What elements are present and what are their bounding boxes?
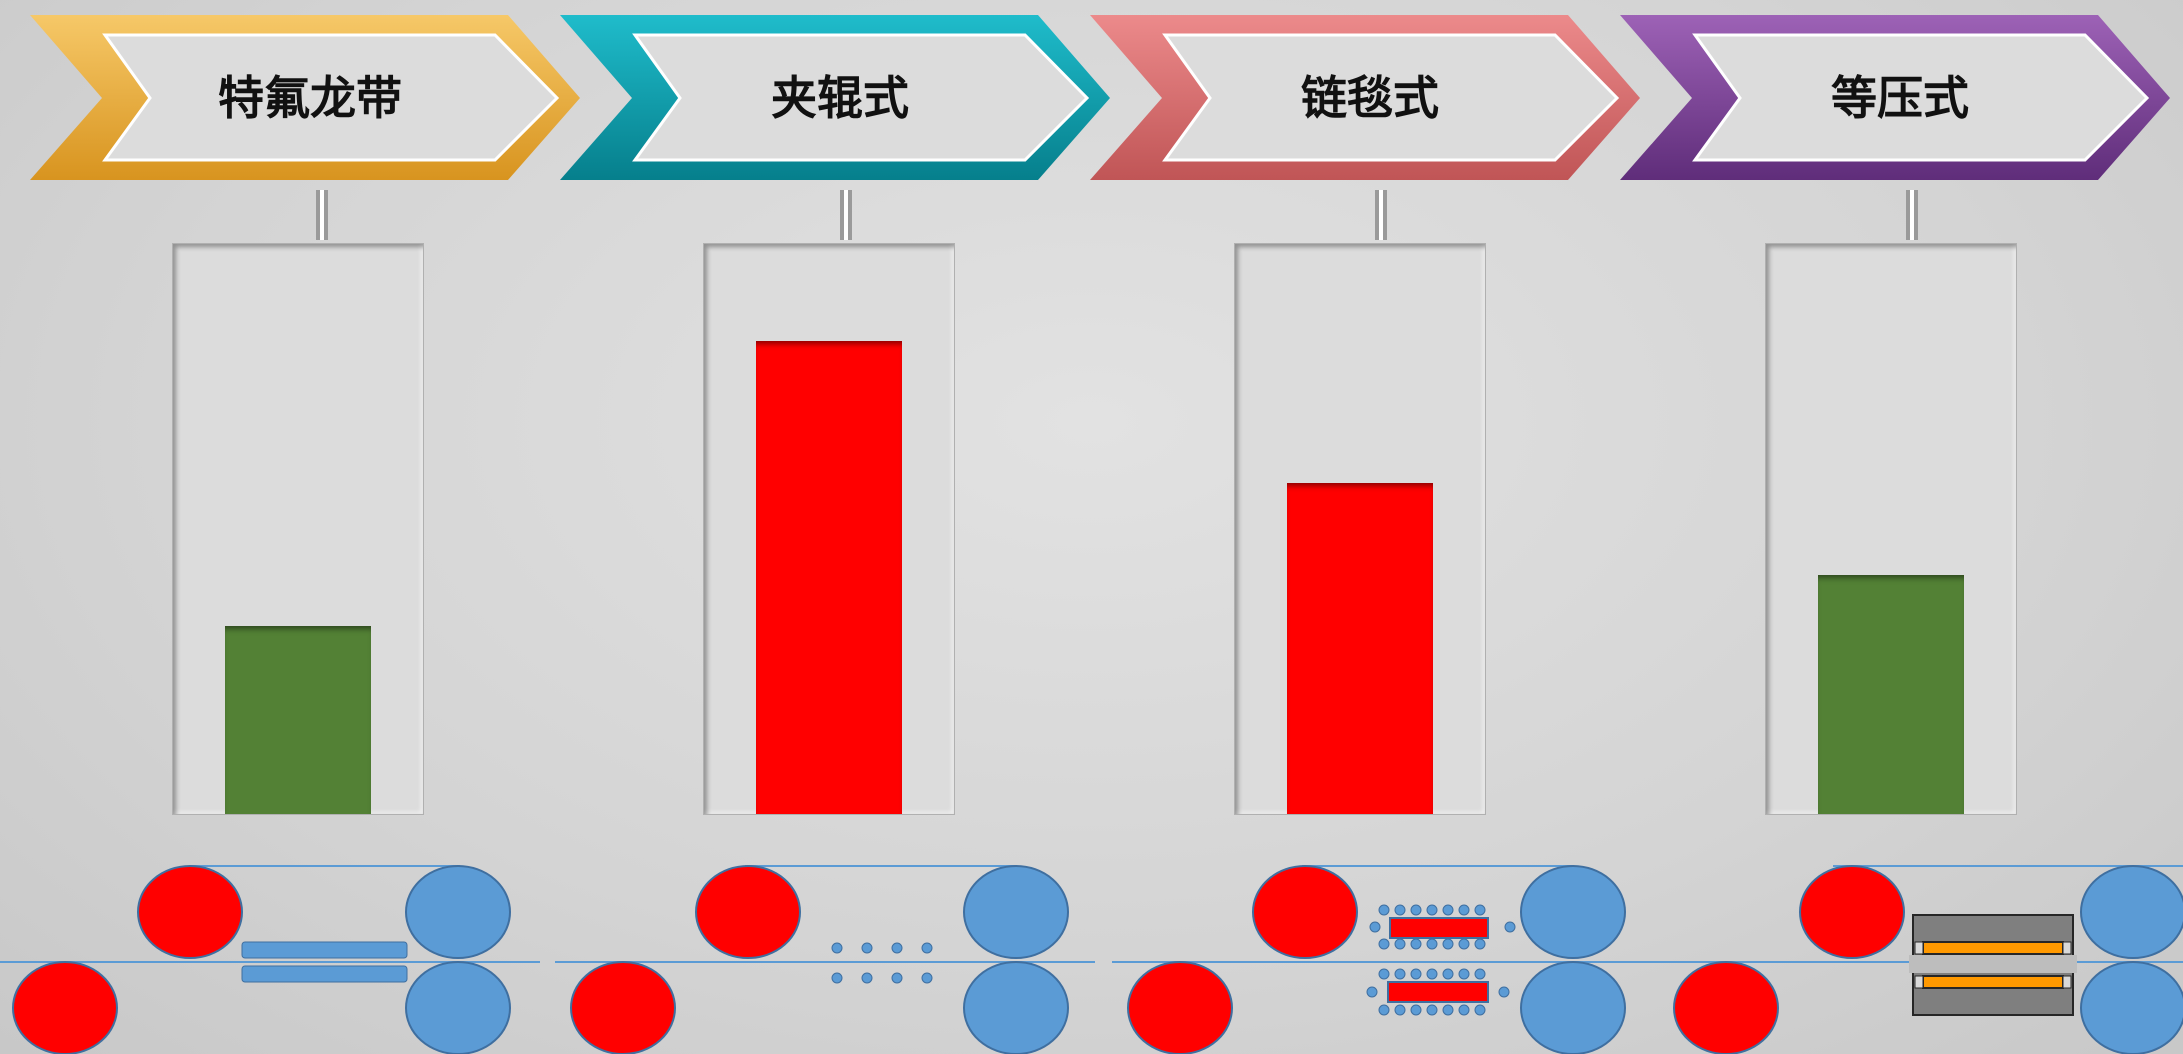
gauge-nip-roller xyxy=(703,243,955,815)
gauge-teflon-belt xyxy=(172,243,424,815)
method-label: 特氟龙带 xyxy=(218,71,402,125)
blue-roller-icon xyxy=(405,961,511,1054)
chevron-icon xyxy=(1620,15,2170,180)
step-arrow-isobaric: 等压式 xyxy=(1620,10,2170,180)
blue-roller-icon xyxy=(1520,961,1626,1054)
red-roller-icon xyxy=(137,865,243,959)
level-bar xyxy=(756,340,902,814)
red-roller-icon xyxy=(1127,961,1233,1054)
step-arrow-nip-roller: 夹辊式 xyxy=(560,10,1110,180)
isobaric-press-icon xyxy=(1909,914,2077,1016)
chain-blanket-illustration xyxy=(1112,865,1652,1054)
chevron-icon xyxy=(30,15,580,180)
level-bar xyxy=(1287,483,1433,814)
nip-roller-dots-icon xyxy=(831,942,933,984)
level-bar xyxy=(1818,574,1964,814)
connector-line xyxy=(840,190,852,240)
step-arrow-chain-blanket: 链毯式 xyxy=(1090,10,1640,180)
chevron-icon xyxy=(560,15,1110,180)
connector-line xyxy=(1906,190,1918,240)
level-bar xyxy=(225,625,371,814)
chain-blanket-top-icon xyxy=(1369,904,1516,950)
blue-roller-icon xyxy=(963,865,1069,959)
red-roller-icon xyxy=(12,961,118,1054)
step-arrow-teflon-belt: 特氟龙带 xyxy=(30,10,580,180)
red-roller-icon xyxy=(570,961,676,1054)
method-label: 等压式 xyxy=(1831,71,1969,125)
chevron-icon xyxy=(1090,15,1640,180)
red-roller-icon xyxy=(1673,961,1779,1054)
method-label: 链毯式 xyxy=(1301,71,1439,125)
connector-line xyxy=(316,190,328,240)
gauge-chain-blanket xyxy=(1234,243,1486,815)
gauge-isobaric xyxy=(1765,243,2017,815)
nip-roller-illustration xyxy=(555,865,1095,1054)
teflon-belt-illustration xyxy=(0,865,540,1054)
red-roller-icon xyxy=(695,865,801,959)
blue-roller-icon xyxy=(2080,961,2183,1054)
isobaric-illustration xyxy=(1643,865,2183,1054)
belt-plate-icon xyxy=(241,965,408,983)
blue-roller-icon xyxy=(405,865,511,959)
method-label: 夹辊式 xyxy=(771,71,909,125)
red-roller-icon xyxy=(1252,865,1358,959)
blue-roller-icon xyxy=(2080,865,2183,959)
connector-line xyxy=(1375,190,1387,240)
red-roller-icon xyxy=(1799,865,1905,959)
belt-plate-icon xyxy=(241,941,408,959)
blue-roller-icon xyxy=(963,961,1069,1054)
chain-blanket-bottom-icon xyxy=(1366,968,1510,1016)
blue-roller-icon xyxy=(1520,865,1626,959)
